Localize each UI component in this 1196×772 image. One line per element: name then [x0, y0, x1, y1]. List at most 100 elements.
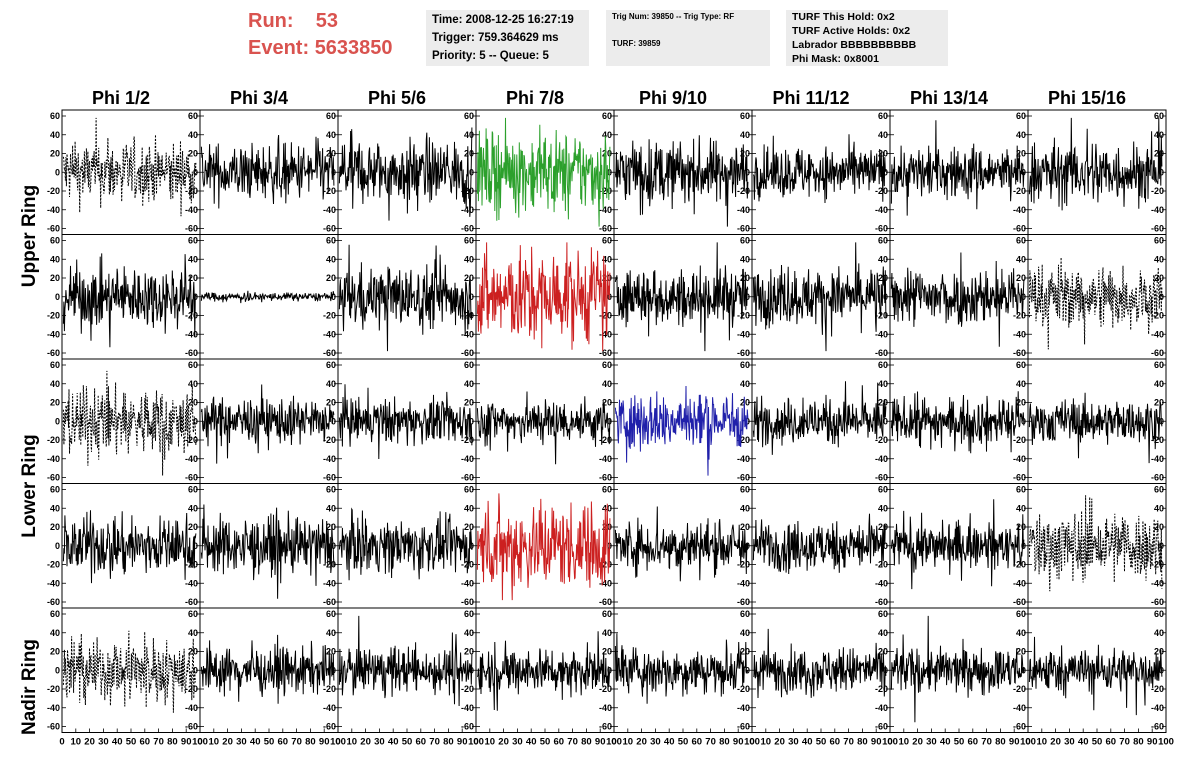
- y-tick-label: 40: [1154, 254, 1164, 264]
- y-tick-label: 60: [464, 485, 474, 495]
- y-tick-label: 60: [464, 111, 474, 121]
- y-tick-label: 20: [464, 149, 474, 159]
- y-tick-label: 40: [878, 254, 888, 264]
- y-tick-label: 40: [740, 130, 750, 140]
- x-tick-label: 50: [402, 737, 413, 748]
- y-tick-label: 60: [188, 111, 198, 121]
- x-tick-label: 40: [940, 737, 951, 748]
- x-tick-label: 70: [1119, 737, 1130, 748]
- y-tick-label: -20: [1151, 186, 1164, 196]
- y-tick-label: 60: [1154, 485, 1164, 495]
- waveform-trace: [338, 615, 473, 707]
- x-tick-label: 0: [473, 737, 478, 748]
- y-tick-label: 20: [464, 273, 474, 283]
- y-tick-label: -60: [599, 722, 612, 732]
- x-tick-label: 0: [197, 737, 202, 748]
- x-tick-label: 100: [192, 737, 208, 748]
- event-row: Event: 5633850: [248, 35, 393, 62]
- y-tick-label: -60: [1151, 597, 1164, 607]
- y-tick-label: 60: [50, 485, 60, 495]
- x-tick-label: 100: [744, 737, 760, 748]
- y-tick-label: 20: [50, 149, 60, 159]
- y-tick-label: -60: [1151, 473, 1164, 483]
- y-tick-label: 20: [1154, 398, 1164, 408]
- y-tick-label: -60: [737, 473, 750, 483]
- y-tick-label: 40: [464, 130, 474, 140]
- y-tick-label: 20: [878, 522, 888, 532]
- x-tick-label: 80: [167, 737, 178, 748]
- y-tick-label: -20: [875, 311, 888, 321]
- y-tick-label: -20: [737, 311, 750, 321]
- y-tick-label: -60: [323, 722, 336, 732]
- column-header-phi-5-6: Phi 5/6: [367, 88, 427, 108]
- x-tick-label: 50: [264, 737, 275, 748]
- y-tick-label: 60: [326, 236, 336, 246]
- x-tick-label: 40: [1078, 737, 1089, 748]
- labrador-text: Labrador BBBBBBBBBB: [792, 39, 917, 51]
- y-tick-label: 40: [326, 503, 336, 513]
- y-tick-label: 60: [602, 236, 612, 246]
- y-tick-label: -60: [875, 597, 888, 607]
- y-tick-label: 20: [464, 647, 474, 657]
- waveform-trace: [890, 391, 1025, 454]
- y-tick-label: -40: [875, 578, 888, 588]
- y-tick-label: -40: [323, 329, 336, 339]
- y-tick-label: -40: [599, 205, 612, 215]
- x-tick-label: 20: [84, 737, 95, 748]
- y-tick-label: -40: [1013, 329, 1026, 339]
- event-value: 5633850: [314, 37, 393, 59]
- trigger-info-box: Trig Num: 39850 -- Trig Type: RF TURF: 3…: [606, 10, 770, 66]
- waveform-trace: [614, 506, 749, 582]
- x-tick-label: 80: [1133, 737, 1144, 748]
- waveform-trace: [62, 510, 197, 584]
- y-tick-label: -60: [737, 597, 750, 607]
- y-tick-label: 20: [326, 522, 336, 532]
- y-tick-label: 40: [740, 628, 750, 638]
- y-tick-label: 60: [878, 236, 888, 246]
- waveform-trace: [62, 370, 197, 476]
- waveform-trace: [200, 634, 335, 704]
- y-tick-label: 60: [602, 609, 612, 619]
- y-tick-label: 40: [464, 628, 474, 638]
- run-value: 53: [315, 10, 339, 32]
- y-tick-label: -40: [461, 578, 474, 588]
- y-tick-label: -60: [875, 722, 888, 732]
- y-tick-label: 40: [1016, 628, 1026, 638]
- y-tick-label: -20: [461, 684, 474, 694]
- y-tick-label: -20: [47, 435, 60, 445]
- y-tick-label: 20: [188, 273, 198, 283]
- y-tick-label: 60: [188, 236, 198, 246]
- y-tick-label: 20: [1016, 149, 1026, 159]
- y-tick-label: -40: [875, 454, 888, 464]
- y-tick-label: 40: [1016, 130, 1026, 140]
- y-tick-label: 40: [188, 503, 198, 513]
- y-tick-label: -40: [185, 703, 198, 713]
- waveform-trace: [338, 384, 473, 460]
- y-tick-label: 20: [188, 522, 198, 532]
- y-tick-label: -60: [875, 473, 888, 483]
- y-tick-label: 40: [326, 628, 336, 638]
- x-tick-label: 90: [1147, 737, 1158, 748]
- x-tick-label: 30: [236, 737, 247, 748]
- y-tick-label: 40: [878, 130, 888, 140]
- y-tick-label: 60: [602, 111, 612, 121]
- y-tick-label: 60: [1016, 609, 1026, 619]
- y-tick-label: -60: [185, 348, 198, 358]
- waveform-trace: [476, 493, 611, 601]
- waveform-trace: [614, 242, 749, 352]
- y-tick-label: 60: [188, 609, 198, 619]
- y-tick-label: -40: [323, 205, 336, 215]
- x-tick-label: 70: [705, 737, 716, 748]
- x-tick-label: 50: [678, 737, 689, 748]
- x-tick-label: 70: [981, 737, 992, 748]
- y-tick-label: 0: [331, 292, 336, 302]
- y-tick-label: 0: [193, 416, 198, 426]
- x-tick-label: 40: [802, 737, 813, 748]
- y-tick-label: 0: [193, 541, 198, 551]
- y-tick-label: 0: [883, 541, 888, 551]
- y-tick-label: -20: [1013, 311, 1026, 321]
- y-tick-label: -20: [323, 311, 336, 321]
- y-tick-label: 20: [878, 398, 888, 408]
- y-tick-label: 60: [50, 609, 60, 619]
- y-tick-label: 60: [1154, 111, 1164, 121]
